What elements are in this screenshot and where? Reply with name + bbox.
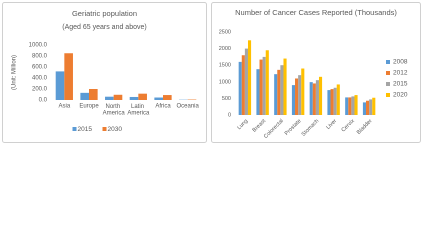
y-tick-label: 2000 <box>219 46 231 52</box>
bar <box>138 93 147 100</box>
bar <box>241 55 245 115</box>
bar <box>318 76 323 115</box>
legend-swatch <box>72 127 77 131</box>
bar <box>333 87 337 115</box>
bar <box>80 92 89 100</box>
y-tick-label: 1000 <box>219 79 231 85</box>
bar <box>354 95 358 115</box>
bar <box>238 61 242 115</box>
legend-swatch <box>386 60 390 64</box>
bar <box>315 80 319 115</box>
legend-swatch <box>102 127 107 131</box>
y-tick-label: 500 <box>222 96 231 102</box>
bar <box>274 74 278 115</box>
y-tick-label: 800.0 <box>32 54 48 60</box>
bar <box>330 89 334 115</box>
bar <box>372 97 376 115</box>
y-tick-label: 0 <box>228 112 231 118</box>
y-tick-label: 0.0 <box>39 98 48 104</box>
bar <box>64 53 73 100</box>
legend-label: 2030 <box>108 126 123 133</box>
legend-label: 2015 <box>393 81 408 88</box>
bar <box>295 78 299 115</box>
x-tick-label: Asia <box>58 104 70 110</box>
screenshot: Geriatric population (Aged 65 years and a… <box>2 2 421 143</box>
bar <box>259 59 263 115</box>
bar <box>89 89 98 100</box>
legend-label: 2008 <box>393 59 408 66</box>
y-tick-label: 1500 <box>219 63 231 69</box>
chart-subtitle: (Aged 65 years and above) <box>62 24 146 31</box>
y-tick-label: 2500 <box>219 29 231 35</box>
x-tick-label: Europe <box>79 104 99 110</box>
x-tick-label: North America <box>103 104 126 117</box>
bar <box>277 69 281 115</box>
bar <box>256 69 260 115</box>
x-tick-label: Latin America <box>127 104 150 117</box>
legend-swatch <box>386 82 390 86</box>
bar <box>280 65 284 115</box>
bar <box>362 102 367 115</box>
bar <box>113 94 123 100</box>
y-tick-label: 200.0 <box>32 87 48 93</box>
bar <box>351 96 355 115</box>
y-tick-label: 400.0 <box>32 76 48 82</box>
bar <box>348 97 352 115</box>
x-tick-label: Africa <box>155 104 171 110</box>
bar <box>291 85 296 115</box>
legend-label: 2015 <box>78 126 93 133</box>
legend-swatch <box>386 71 390 75</box>
legend-label: 2020 <box>393 92 408 99</box>
bar <box>265 50 269 116</box>
legend-swatch <box>386 93 390 97</box>
bar <box>129 96 139 100</box>
bar <box>327 90 331 115</box>
bar <box>312 83 316 115</box>
x-tick-label: Oceania <box>176 104 199 110</box>
bar <box>244 48 248 115</box>
bar <box>298 75 302 115</box>
bar <box>345 97 349 115</box>
bar <box>366 100 370 115</box>
bar <box>369 99 373 115</box>
bar <box>283 58 287 115</box>
bar <box>262 56 266 115</box>
y-tick-label: 600.0 <box>32 65 48 71</box>
bar <box>154 97 163 100</box>
bar <box>247 40 252 115</box>
bar <box>301 68 305 115</box>
chart-title: Geriatric population <box>72 9 137 18</box>
bar <box>105 96 114 100</box>
bar <box>55 71 65 100</box>
page: {"chart_data": [ {"type": "bar", "title"… <box>2 2 421 143</box>
bar <box>309 82 313 115</box>
bar <box>163 95 172 100</box>
bar <box>336 84 340 115</box>
chart-title: Number of Cancer Cases Reported (Thousan… <box>235 8 397 17</box>
chart-panel <box>2 2 207 143</box>
legend-label: 2012 <box>393 70 408 77</box>
y-axis-label: (Unit: Million) <box>12 55 18 90</box>
y-tick-label: 1000.0 <box>29 43 48 49</box>
